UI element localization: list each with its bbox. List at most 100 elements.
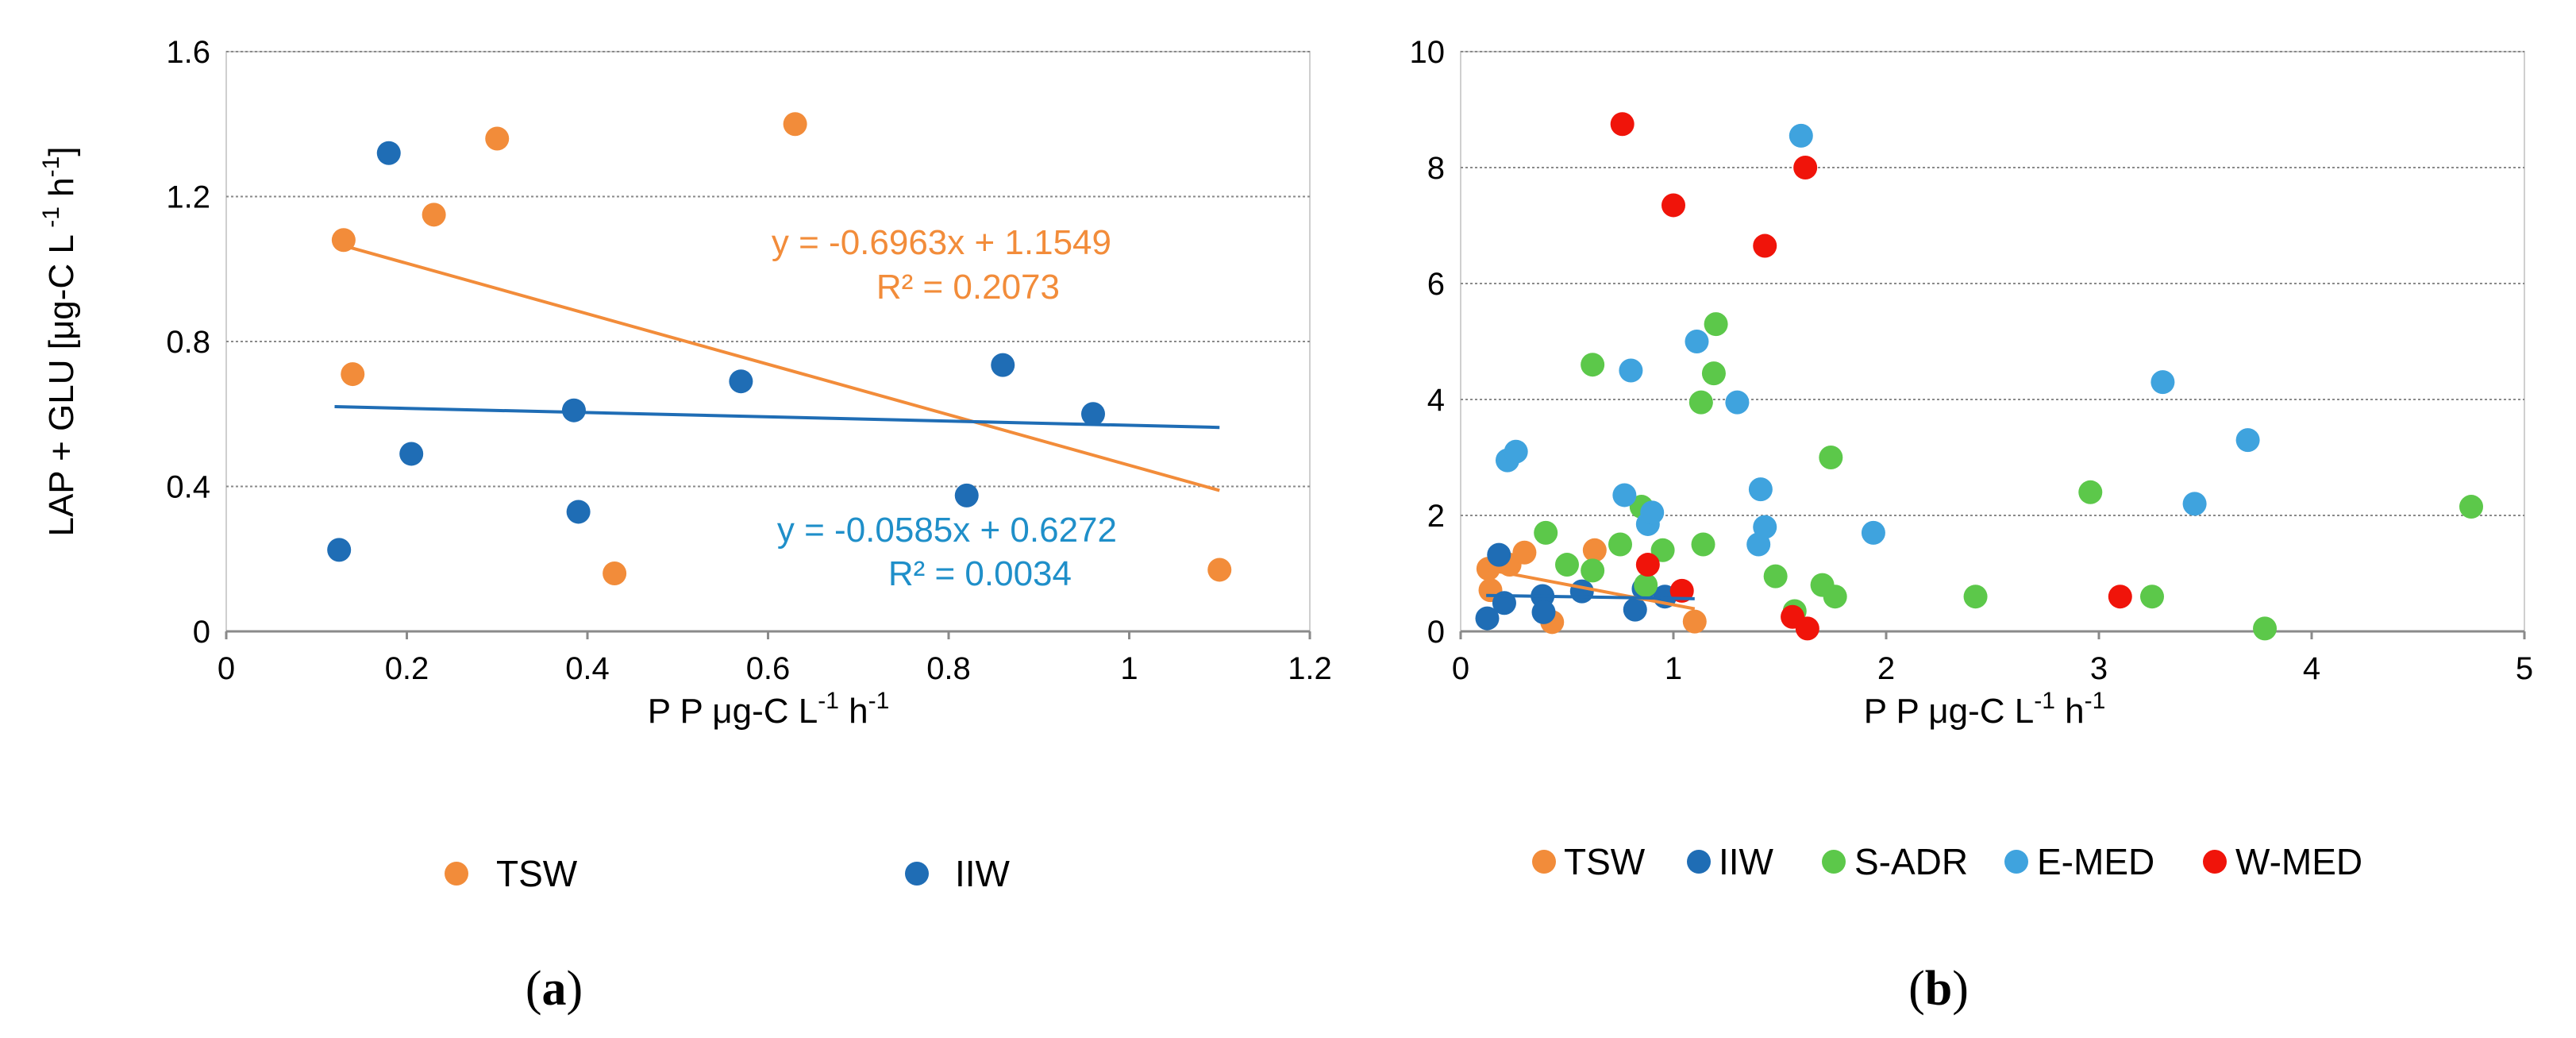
legend-b-wmed-label: W-MED bbox=[2235, 841, 2362, 882]
chart-b-point-s-adr bbox=[1701, 361, 1726, 386]
chart-a-point-tsw bbox=[341, 362, 365, 387]
chart-b-y-tick-label: 0 bbox=[1427, 615, 1445, 650]
legend-a-iiw-label: IIW bbox=[955, 853, 1011, 894]
chart-b-point-e-med bbox=[1504, 439, 1528, 464]
chart-a-iiw-r2: R² = 0.0034 bbox=[888, 554, 1072, 593]
chart-a-x-tick-label: 1.2 bbox=[1288, 651, 1332, 686]
chart-a-y-tick-labels: 0 0.4 0.8 1.2 1.6 bbox=[166, 35, 210, 650]
chart-b-point-e-med bbox=[1612, 483, 1637, 507]
chart-b-point-s-adr bbox=[2078, 480, 2103, 504]
chart-b-point-iiw bbox=[1623, 597, 1647, 622]
chart-b-trendlines bbox=[1485, 567, 1696, 611]
chart-b-point-w-med bbox=[1635, 553, 1660, 577]
chart-b-point-s-adr bbox=[1704, 312, 1728, 337]
chart-a-gridlines bbox=[226, 51, 1310, 488]
chart-a-x-tick-labels: 0 0.2 0.4 0.6 0.8 1 1.2 bbox=[218, 651, 1332, 686]
chart-b-y-tick-label: 6 bbox=[1427, 267, 1445, 302]
legend-b-wmed-marker bbox=[2203, 850, 2227, 874]
chart-b-trendline-iiw bbox=[1486, 593, 1695, 600]
chart-a-x-axis-label: P P μg-C L-1 h-1 bbox=[648, 688, 890, 731]
chart-a-trendline-iiw bbox=[334, 405, 1220, 430]
chart-b-point-w-med bbox=[1610, 112, 1635, 137]
chart-b-y-tick-labels: 0 2 4 6 8 10 bbox=[1410, 35, 1446, 650]
chart-b-point-s-adr bbox=[1763, 564, 1788, 588]
chart-b-point-s-adr bbox=[1634, 573, 1658, 597]
chart-b-point-s-adr bbox=[1688, 390, 1713, 415]
chart-a-point-iiw bbox=[561, 398, 586, 423]
chart-b-point-w-med bbox=[1669, 578, 1694, 603]
chart-b-point-e-med bbox=[1861, 520, 1885, 545]
chart-b-point-s-adr bbox=[1608, 532, 1632, 557]
chart-b-x-tick-labels: 0 1 2 3 4 5 bbox=[1452, 651, 2533, 686]
chart-b-points bbox=[1475, 112, 2483, 641]
chart-a-point-iiw bbox=[399, 442, 424, 466]
chart-b-point-iiw bbox=[1487, 542, 1511, 567]
chart-a: 0 0.2 0.4 0.6 0.8 1 1.2 0 0.4 0.8 1.2 1.6 y = -0.6… bbox=[38, 35, 1332, 1016]
legend-a-tsw-marker bbox=[445, 862, 468, 886]
chart-b-x-tick-label: 3 bbox=[2090, 651, 2108, 686]
chart-a-trendlines bbox=[333, 241, 1220, 492]
chart-a-point-tsw bbox=[603, 561, 627, 585]
chart-a-x-tick-label: 0.4 bbox=[565, 651, 610, 686]
chart-a-point-iiw bbox=[729, 369, 753, 394]
chart-b: 0 1 2 3 4 5 0 2 4 6 8 10 P P μg-C L-1 h-1 TSW IIW … bbox=[1410, 35, 2534, 1016]
legend-b-sadr-marker bbox=[1822, 850, 1846, 874]
chart-a-point-tsw bbox=[331, 228, 356, 253]
chart-a-trendline-tsw bbox=[333, 241, 1220, 492]
chart-b-trendline-tsw bbox=[1485, 567, 1696, 611]
chart-b-point-e-med bbox=[2182, 492, 2207, 516]
legend-a-iiw-marker bbox=[905, 862, 929, 886]
chart-b-x-axis-label: P P μg-C L-1 h-1 bbox=[1864, 688, 2106, 731]
chart-b-point-s-adr bbox=[2253, 616, 2278, 641]
chart-b-point-s-adr bbox=[1823, 585, 1847, 609]
chart-a-iiw-equation: y = -0.0585x + 0.6272 bbox=[777, 511, 1117, 550]
chart-b-point-w-med bbox=[1753, 233, 1777, 258]
legend-a-tsw-label: TSW bbox=[496, 853, 578, 894]
chart-a-y-tick-label: 0.4 bbox=[166, 470, 210, 505]
chart-b-point-e-med bbox=[1685, 330, 1709, 353]
chart-b-x-tick-label: 5 bbox=[2516, 651, 2533, 686]
chart-b-axis-lines bbox=[1459, 630, 2526, 639]
chart-b-point-s-adr bbox=[1581, 353, 1605, 377]
panel-label-b: (b) bbox=[1908, 962, 1969, 1016]
chart-b-point-s-adr bbox=[2459, 495, 2483, 519]
chart-b-point-s-adr bbox=[1534, 520, 1558, 545]
chart-b-point-e-med bbox=[1748, 477, 1773, 502]
chart-a-y-tick-label: 1.6 bbox=[166, 35, 210, 70]
chart-b-y-tick-label: 8 bbox=[1427, 151, 1445, 186]
chart-b-point-e-med bbox=[2235, 428, 2260, 453]
chart-a-points bbox=[327, 112, 1232, 585]
chart-b-point-e-med bbox=[1753, 515, 1777, 539]
chart-a-x-tick-label: 1 bbox=[1120, 651, 1138, 686]
chart-b-point-s-adr bbox=[1963, 585, 1988, 609]
chart-b-point-w-med bbox=[1662, 193, 1685, 218]
chart-b-x-tick-label: 1 bbox=[1665, 651, 1682, 686]
chart-a-y-axis-label: LAP + GLU [μg-C L -1 h-1] bbox=[38, 146, 81, 536]
chart-b-point-w-med bbox=[1793, 156, 1818, 179]
chart-a-point-iiw bbox=[991, 353, 1015, 377]
chart-a-x-tick-label: 0 bbox=[218, 651, 235, 686]
legend-b-tsw-marker bbox=[1532, 850, 1556, 874]
chart-b-x-tick-label: 0 bbox=[1452, 651, 1469, 686]
chart-b-point-s-adr bbox=[1650, 538, 1675, 562]
legend-b-sadr-label: S-ADR bbox=[1854, 841, 1968, 882]
chart-a-point-iiw bbox=[954, 483, 979, 507]
chart-b-point-e-med bbox=[1640, 500, 1665, 525]
chart-b-point-e-med bbox=[2151, 370, 2175, 395]
chart-b-y-tick-label: 4 bbox=[1427, 383, 1445, 418]
chart-b-point-tsw bbox=[1582, 538, 1607, 562]
chart-b-point-tsw bbox=[1682, 609, 1707, 634]
chart-b-y-tick-label: 10 bbox=[1410, 35, 1446, 70]
chart-a-x-tick-label: 0.6 bbox=[746, 651, 791, 686]
chart-b-point-e-med bbox=[1789, 123, 1813, 148]
chart-b-point-e-med bbox=[1619, 358, 1643, 383]
legend-b-emed-marker bbox=[2004, 850, 2028, 874]
chart-a-point-iiw bbox=[327, 538, 352, 562]
chart-a-point-tsw bbox=[485, 126, 510, 151]
chart-b-x-tick-label: 2 bbox=[1877, 651, 1895, 686]
legend-b-emed-label: E-MED bbox=[2037, 841, 2154, 882]
chart-a-point-iiw bbox=[566, 500, 591, 524]
chart-a-legend: TSW IIW bbox=[445, 853, 1011, 894]
chart-b-point-e-med bbox=[1725, 390, 1750, 415]
